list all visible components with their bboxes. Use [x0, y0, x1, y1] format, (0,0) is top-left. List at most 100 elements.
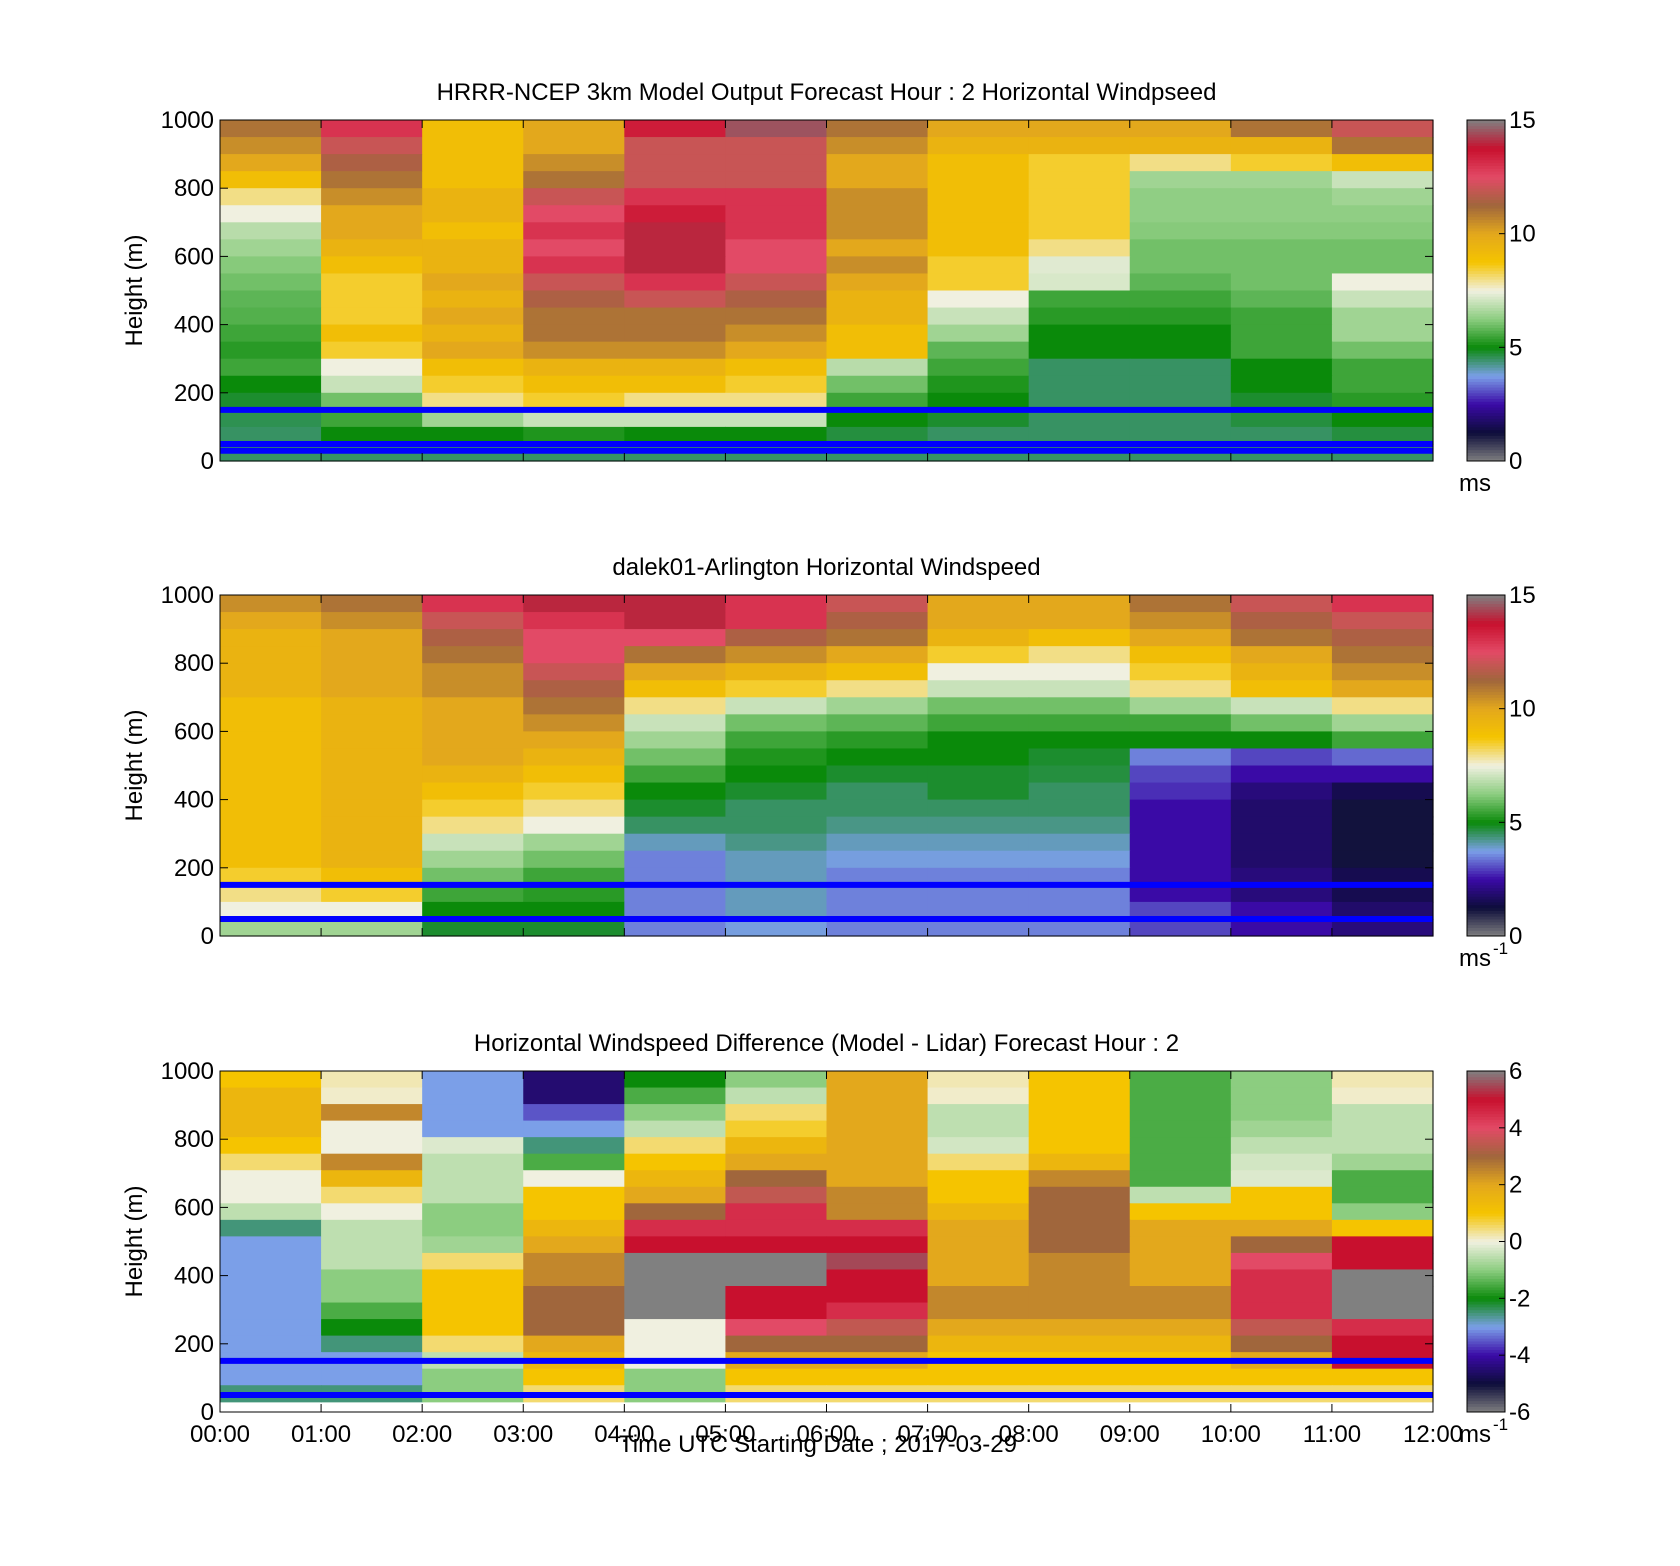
- heatmap-cell: [1028, 782, 1131, 801]
- heatmap-cell: [321, 629, 423, 647]
- heatmap-cell: [321, 884, 423, 903]
- colorbar-swatch: [1467, 387, 1505, 391]
- heatmap-cell: [624, 1071, 727, 1089]
- colorbar-swatch: [1467, 1264, 1505, 1268]
- heatmap-cell: [422, 222, 524, 240]
- heatmap-cell: [422, 137, 524, 155]
- heatmap-cell: [826, 782, 929, 801]
- heatmap-cell: [1129, 392, 1232, 411]
- heatmap-cell: [624, 1153, 727, 1171]
- heatmap-cell: [422, 748, 524, 767]
- colorbar-swatch: [1467, 270, 1505, 274]
- heatmap-cell: [1331, 137, 1434, 155]
- colorbar-swatch: [1467, 193, 1505, 198]
- heatmap-cell: [523, 1269, 625, 1287]
- heatmap-cell: [1331, 782, 1434, 801]
- colorbar-swatch: [1467, 631, 1505, 636]
- colorbar-swatch: [1467, 799, 1505, 803]
- heatmap-cell: [523, 714, 625, 732]
- heatmap-cell: [1230, 426, 1333, 445]
- y-tick-label: 0: [201, 923, 214, 950]
- colorbar-swatch: [1467, 933, 1505, 937]
- heatmap-cell: [523, 850, 625, 869]
- colorbar-swatch: [1467, 1147, 1505, 1152]
- colorbar-swatch: [1467, 722, 1505, 727]
- heatmap-cell: [624, 1170, 727, 1188]
- colorbar-swatch: [1467, 893, 1505, 897]
- heatmap-cell: [523, 1120, 625, 1138]
- heatmap-cell: [523, 188, 625, 206]
- colorbar: 0 5 10 15 ms -1: [1459, 582, 1536, 972]
- colorbar-swatch: [1467, 1321, 1505, 1325]
- colorbar-swatch: [1467, 702, 1505, 707]
- heatmap-cell: [826, 222, 929, 240]
- heatmap-cell: [523, 1286, 625, 1304]
- heatmap-cell: [1230, 1335, 1333, 1353]
- colorbar-swatch: [1467, 927, 1505, 931]
- heatmap-cell: [1230, 392, 1333, 411]
- colorbar-swatch: [1467, 1332, 1505, 1336]
- heatmap-cell: [1230, 375, 1333, 394]
- heatmap-cell: [321, 1153, 423, 1171]
- heatmap-cell: [624, 1137, 727, 1155]
- colorbar-swatch: [1467, 208, 1505, 212]
- heatmap-cell: [1129, 137, 1232, 155]
- colorbar-swatch: [1467, 1397, 1505, 1402]
- colorbar-swatch: [1467, 1082, 1505, 1086]
- colorbar-swatch: [1467, 694, 1505, 698]
- heatmap-cell: [321, 1302, 423, 1320]
- heatmap-cell: [1230, 1302, 1333, 1320]
- heatmap-cell: [321, 1236, 423, 1254]
- colorbar-swatch: [1467, 293, 1505, 297]
- colorbar-swatch: [1467, 364, 1505, 368]
- heatmap-cell: [624, 867, 727, 886]
- heatmap-cell: [220, 188, 322, 206]
- heatmap-cell: [624, 358, 727, 377]
- colorbar-swatch: [1467, 1090, 1505, 1095]
- colorbar-swatch: [1467, 284, 1505, 289]
- colorbar-swatch: [1467, 1286, 1505, 1291]
- colorbar-tick-label: 2: [1509, 1172, 1522, 1199]
- colorbar-swatch: [1467, 151, 1505, 155]
- heatmap-cell: [523, 680, 625, 698]
- heatmap-cell: [826, 799, 929, 818]
- colorbar-swatch: [1467, 1309, 1505, 1314]
- colorbar-swatch: [1467, 1196, 1505, 1200]
- colorbar-swatch: [1467, 901, 1505, 906]
- colorbar-swatch: [1467, 1360, 1505, 1365]
- heatmap-cell: [1331, 595, 1434, 613]
- colorbar-swatch: [1467, 344, 1505, 348]
- heatmap-cell: [1028, 409, 1131, 428]
- heatmap-cell: [927, 137, 1030, 155]
- heatmap-cell: [1230, 324, 1333, 343]
- colorbar-swatch: [1467, 1093, 1505, 1098]
- heatmap-cell: [1028, 154, 1131, 172]
- heatmap-cell: [927, 816, 1030, 835]
- heatmap-cell: [523, 663, 625, 681]
- colorbar-swatch: [1467, 1409, 1505, 1413]
- heatmap-cell: [1331, 663, 1434, 681]
- heatmap-cell: [927, 1153, 1030, 1171]
- colorbar-swatch: [1467, 597, 1505, 602]
- colorbar-swatch: [1467, 176, 1505, 181]
- colorbar-swatch: [1467, 705, 1505, 710]
- heatmap-cell: [826, 595, 929, 613]
- colorbar-swatch: [1467, 188, 1505, 192]
- heatmap-cell: [1129, 1335, 1232, 1353]
- heatmap-cell: [927, 171, 1030, 189]
- colorbar-swatch: [1467, 128, 1505, 132]
- colorbar-swatch: [1467, 870, 1505, 874]
- heatmap-cell: [624, 816, 727, 835]
- heatmap-cell: [725, 1186, 828, 1204]
- heatmap-cell: [1230, 663, 1333, 681]
- colorbar-swatch: [1467, 643, 1505, 647]
- colorbar-swatch: [1467, 253, 1505, 257]
- colorbar-swatch: [1467, 816, 1505, 820]
- heatmap-cell: [1331, 1120, 1434, 1138]
- colorbar-swatch: [1467, 751, 1505, 755]
- colorbar-swatch: [1467, 648, 1505, 653]
- heatmap-cell: [523, 799, 625, 818]
- heatmap-cell: [725, 188, 828, 206]
- colorbar-swatch: [1467, 680, 1505, 684]
- colorbar-swatch: [1467, 651, 1505, 656]
